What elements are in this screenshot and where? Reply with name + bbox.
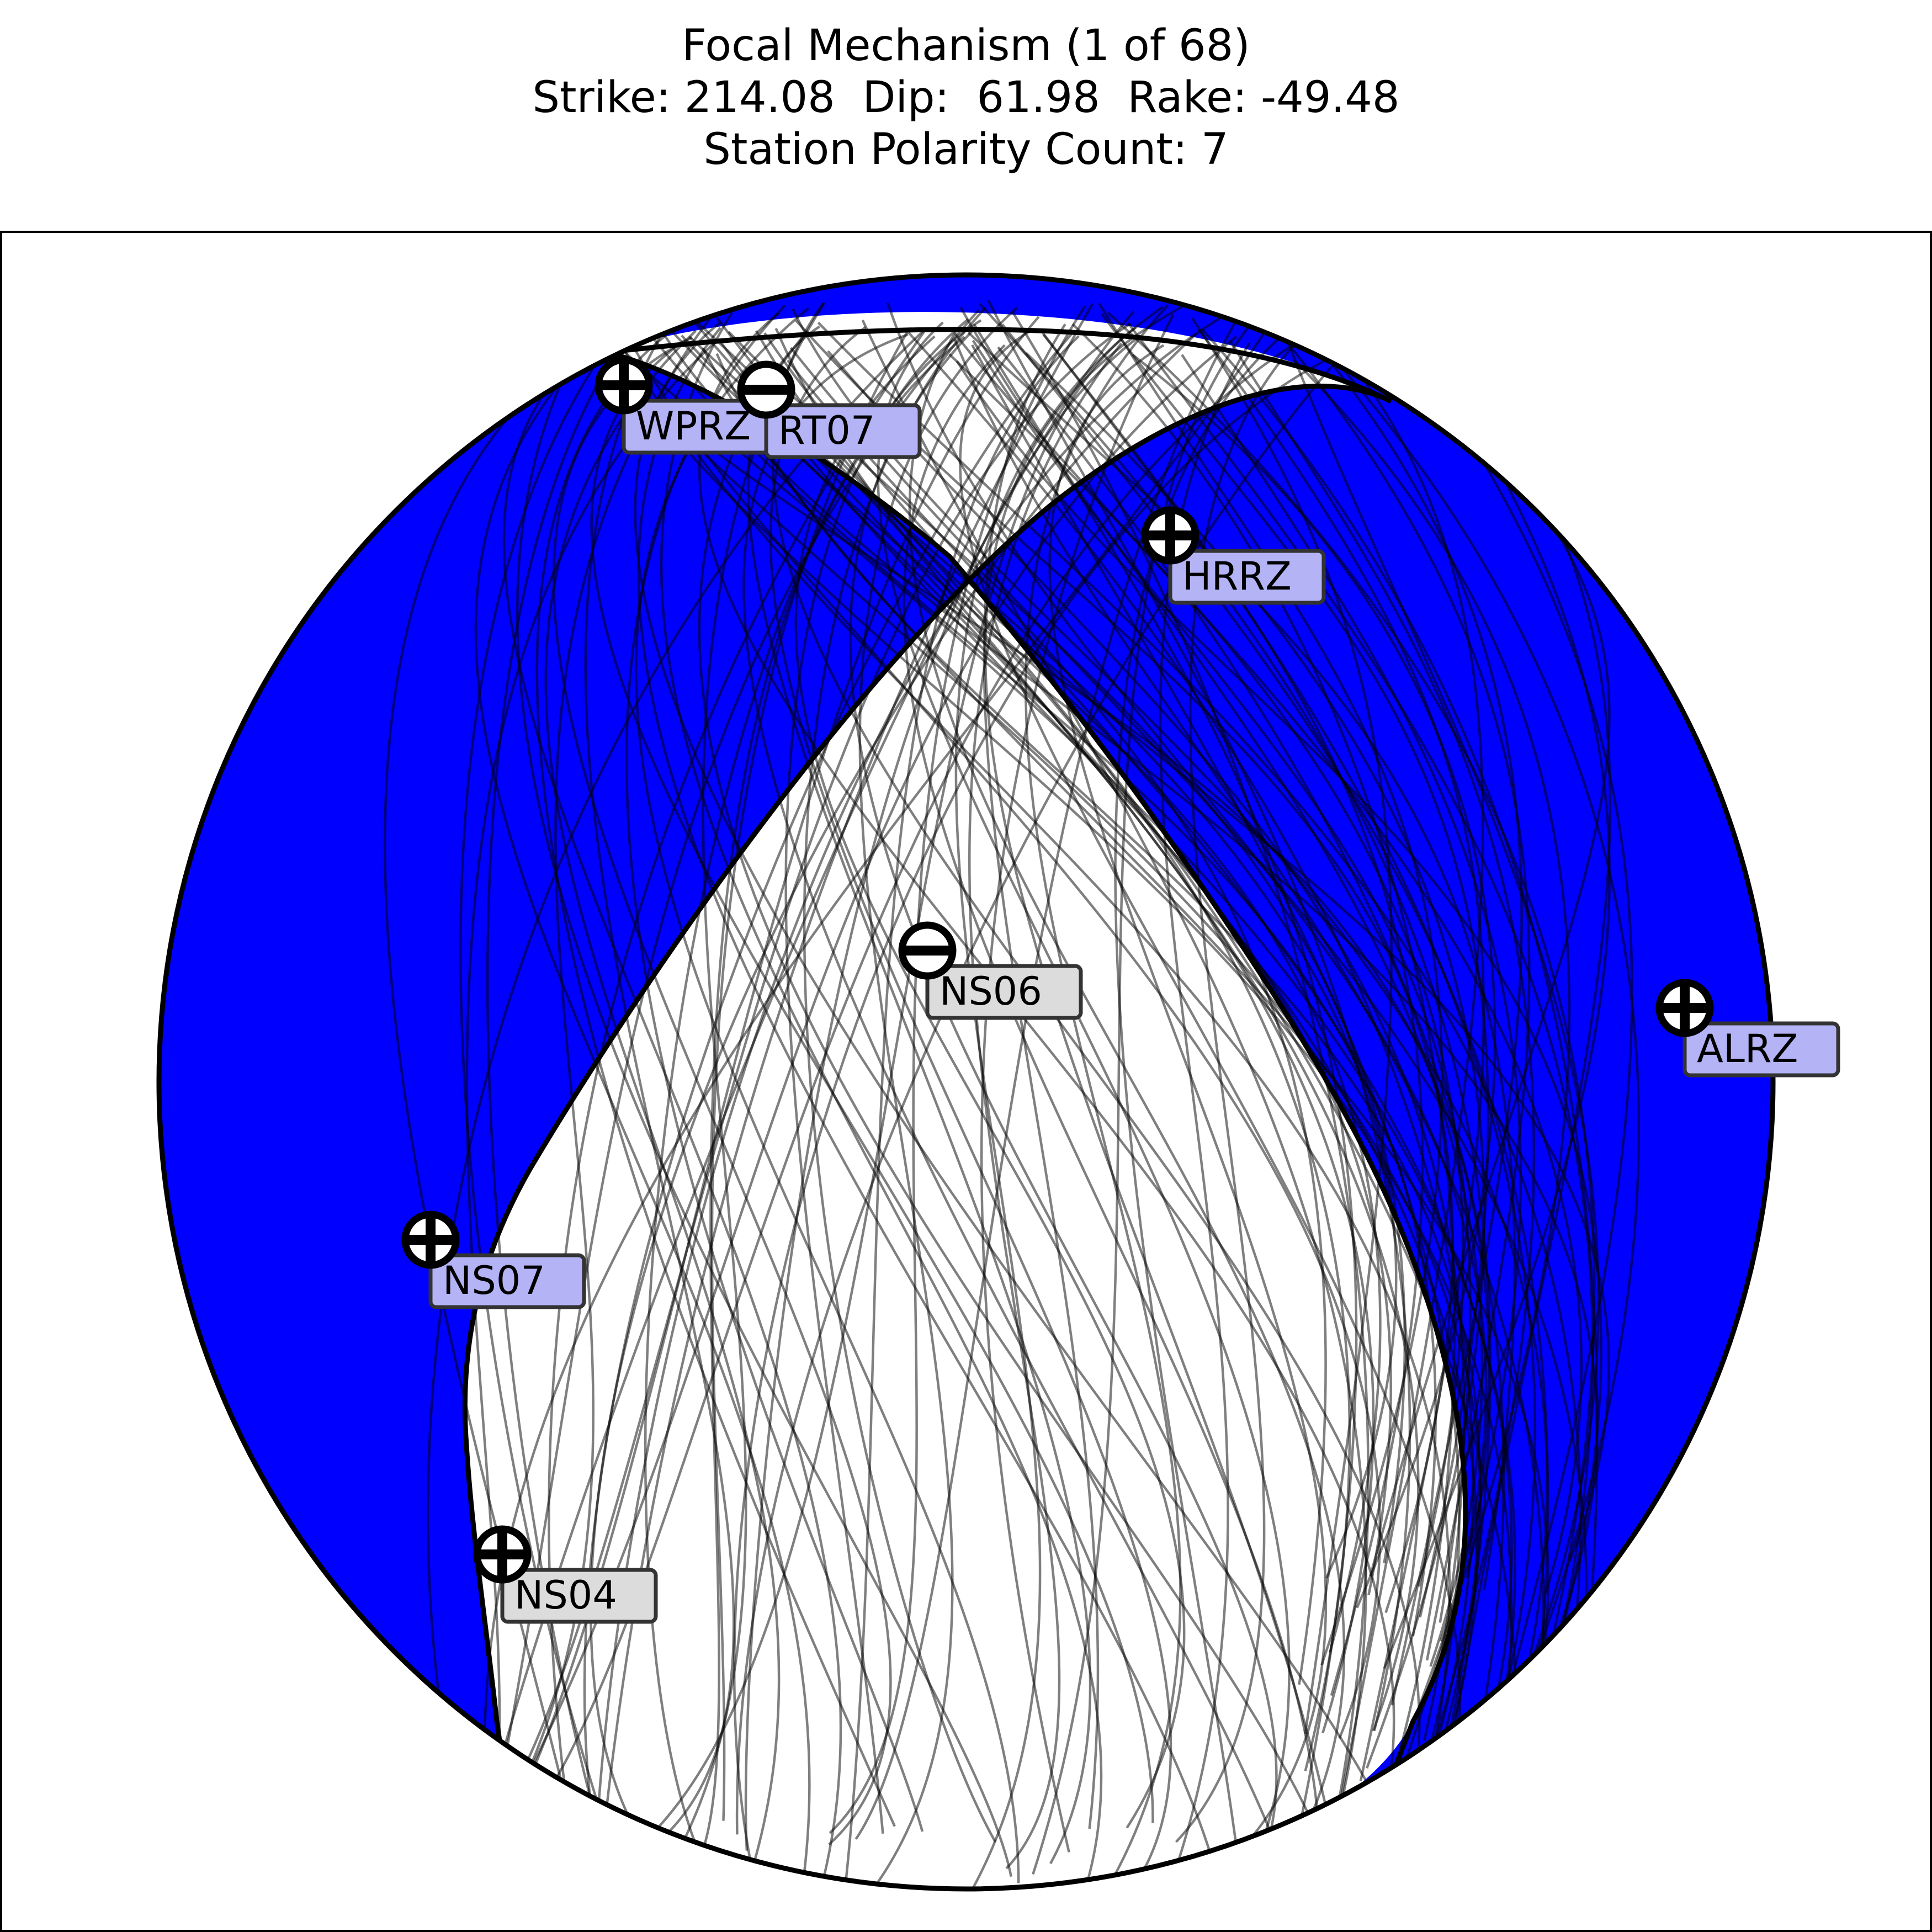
alternate-nodal-plane xyxy=(861,320,1367,1888)
alternate-nodal-plane xyxy=(971,344,1461,1889)
alternate-nodal-plane xyxy=(980,314,1175,1853)
alternate-nodal-plane xyxy=(794,335,1186,1829)
title-line-angles: Strike: 214.08 Dip: 61.98 Rake: -49.48 xyxy=(532,73,1400,123)
station-label-box xyxy=(764,403,922,459)
alternate-nodal-plane xyxy=(593,323,1517,1788)
alternate-nodal-plane xyxy=(1383,296,1611,1669)
alternate-nodal-plane xyxy=(535,335,896,1827)
alternate-nodal-plane xyxy=(634,307,1020,1883)
alternate-nodal-plane xyxy=(973,323,1358,1828)
alternate-nodal-plane xyxy=(1229,340,1536,1741)
alternate-nodal-plane xyxy=(953,338,1545,1886)
alternate-nodal-plane xyxy=(742,333,1291,1883)
alternate-nodal-plane xyxy=(590,333,1197,1823)
alternate-nodal-plane xyxy=(1201,328,1599,1871)
nodal-plane-3 xyxy=(606,349,1468,1844)
station-ns06: NS06 xyxy=(898,921,1083,1020)
station-label-box xyxy=(925,964,1083,1020)
figure-title: Focal Mechanism (1 of 68) Strike: 214.08… xyxy=(0,20,1932,176)
alternate-nodal-plane xyxy=(486,308,649,1850)
station-wprz: WPRZ xyxy=(595,356,779,455)
station-label: RT07 xyxy=(778,408,875,453)
alternate-nodal-plane xyxy=(491,316,1040,1853)
alternate-nodal-plane xyxy=(426,327,927,1889)
alternate-nodal-plane xyxy=(544,330,781,1884)
station-label: NS07 xyxy=(443,1258,545,1303)
alternate-nodal-plane xyxy=(755,330,1610,1562)
station-alrz: ALRZ xyxy=(1655,979,1840,1078)
alternate-nodal-plane xyxy=(972,339,1472,1623)
title-line-mechanism: Focal Mechanism (1 of 68) xyxy=(682,21,1250,71)
station-label-box xyxy=(1682,1021,1840,1078)
alternate-nodal-plane xyxy=(634,321,1395,1841)
focal-sphere-outline xyxy=(156,272,1776,1892)
station-label: WPRZ xyxy=(636,404,751,449)
alternate-nodal-plane xyxy=(1114,318,1303,1889)
station-label-box xyxy=(500,1568,658,1624)
alternate-nodal-plane xyxy=(483,303,1285,1889)
station-hrrz: HRRZ xyxy=(1141,506,1326,605)
alternate-nodal-plane xyxy=(1175,307,1334,1843)
alternate-nodal-plane xyxy=(968,342,1123,1870)
alternate-nodal-plane xyxy=(548,327,928,1878)
alternate-nodal-plane xyxy=(474,317,811,1889)
alternate-nodal-plane xyxy=(979,302,1492,1834)
alternate-nodal-plane xyxy=(698,330,1344,1889)
station-label-box xyxy=(428,1253,586,1309)
alternate-nodal-plane xyxy=(584,337,735,1834)
alternate-nodal-plane xyxy=(471,322,1131,1854)
alternate-nodal-plane xyxy=(601,313,1451,1747)
alternate-nodal-plane xyxy=(1329,336,1484,1826)
alternate-nodal-plane xyxy=(502,322,842,1889)
station-ns07: NS07 xyxy=(401,1211,586,1309)
alternate-nodal-plane xyxy=(792,308,1549,1656)
alternate-nodal-plane xyxy=(1191,317,1393,1734)
alternate-nodal-plane xyxy=(887,302,1488,1642)
station-markers: WPRZ RT07 HRRZ NS06 ALRZ NS07 NS04 xyxy=(401,356,1840,1624)
station-ns04: NS04 xyxy=(473,1525,658,1624)
alternate-nodal-plane xyxy=(1132,354,1496,1609)
preferred-nodal-planes xyxy=(462,327,1468,1844)
alternate-nodal-plane xyxy=(1388,318,1633,1757)
alternate-nodal-plane xyxy=(1040,330,1537,1682)
alternate-nodal-plane xyxy=(956,360,1602,1705)
alternate-nodal-plane xyxy=(1011,311,1370,1870)
station-rt07: RT07 xyxy=(737,360,922,459)
alternate-nodal-plane xyxy=(625,304,924,1832)
station-label: NS04 xyxy=(514,1573,617,1618)
station-label: ALRZ xyxy=(1697,1026,1798,1071)
station-label-box xyxy=(1168,549,1326,605)
alternate-nodal-plane xyxy=(728,331,1406,1564)
nodal-plane-1 xyxy=(607,327,1393,404)
alternate-nodal-plane xyxy=(613,311,1381,1739)
alternate-nodal-plane xyxy=(710,328,910,1821)
alternate-nodal-plane xyxy=(1025,304,1182,1889)
alternate-nodal-plane xyxy=(769,326,1172,1889)
beachball-plot: WPRZ RT07 HRRZ NS06 ALRZ NS07 NS04 xyxy=(0,231,1932,1932)
alternate-nodal-plane xyxy=(704,336,965,1844)
station-label: NS06 xyxy=(940,969,1042,1014)
alternate-nodal-plane xyxy=(854,305,1245,1840)
alternate-nodal-plane xyxy=(997,346,1505,1833)
alternate-nodal-plane xyxy=(954,333,1583,1594)
alternate-nodal-plane xyxy=(583,332,1074,1883)
title-line-polarity-count: Station Polarity Count: 7 xyxy=(703,125,1229,174)
alternate-nodal-plane xyxy=(552,336,892,1846)
station-label: HRRZ xyxy=(1182,554,1292,599)
nodal-plane-2 xyxy=(462,384,1392,1799)
alternate-nodal-plane xyxy=(512,331,1314,1840)
alternate-nodal-plane xyxy=(817,321,1582,1804)
alternate-nodal-plane xyxy=(516,336,1012,1877)
alternate-nodal-plane xyxy=(645,329,1437,1637)
alternate-nodal-plane xyxy=(637,327,1218,1873)
